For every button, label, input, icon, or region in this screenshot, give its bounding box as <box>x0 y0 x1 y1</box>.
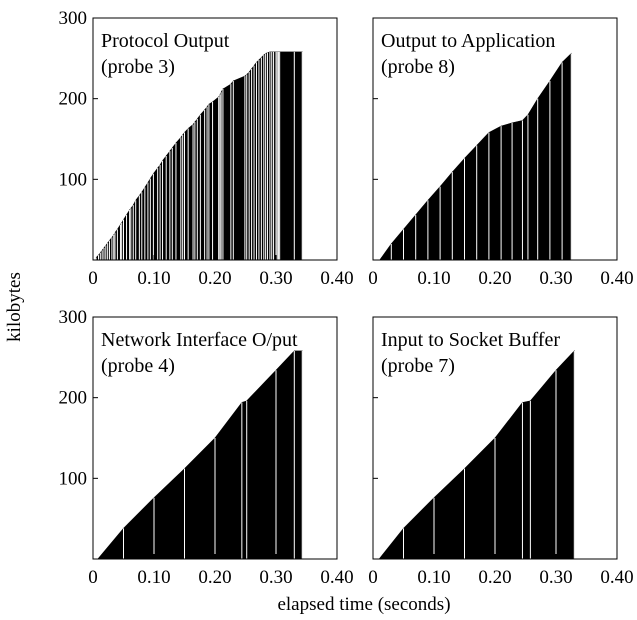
chart-subtitle: (probe 3) <box>101 56 175 78</box>
data-bar <box>495 403 522 559</box>
chart-title: Protocol Output <box>101 30 230 52</box>
data-bar <box>276 351 294 559</box>
y-tick-label: 200 <box>59 89 88 110</box>
x-tick-label: 0.20 <box>478 268 511 289</box>
x-tick-label: 0.40 <box>600 567 633 588</box>
chart-panel-input-to-socket-buffer: 0 0.10 0.20 0.30 0.40 Input to Socket Buffer (… <box>368 317 633 588</box>
data-bar <box>465 438 496 559</box>
x-tick-label: 0.30 <box>259 567 292 588</box>
x-tick-label: 0 <box>368 268 378 289</box>
y-tick-label: 300 <box>59 307 88 328</box>
x-axis-label: elapsed time (seconds) <box>277 594 450 615</box>
x-tick-label: 0.20 <box>478 567 511 588</box>
data-bar <box>440 172 452 260</box>
chart-subtitle: (probe 7) <box>381 355 455 377</box>
data-bar <box>98 528 124 559</box>
x-tick-label: 0.10 <box>417 268 450 289</box>
x-tick-label: 0.20 <box>198 567 231 588</box>
data-bar <box>391 229 403 260</box>
data-bar <box>172 143 176 260</box>
data-bar <box>428 187 440 260</box>
data-bar <box>154 469 185 559</box>
data-bar <box>185 438 216 559</box>
data-bar <box>380 244 392 260</box>
x-tick-label: 0.10 <box>137 567 170 588</box>
x-tick-label: 0.30 <box>539 567 572 588</box>
data-bar <box>176 137 181 260</box>
data-bar <box>200 110 204 260</box>
chart-panel-output-to-application: 0 0.10 0.20 0.30 0.40 Output to Application (p… <box>368 18 633 289</box>
x-tick-label: 0 <box>88 268 98 289</box>
chart-subtitle: (probe 8) <box>381 56 455 78</box>
x-tick-label: 0.20 <box>198 268 231 289</box>
data-bar <box>215 403 242 559</box>
data-bar <box>223 84 231 260</box>
chart-panel-network-interface-output: 0 0.10 0.20 0.30 0.40 100 200 300 Network Interf… <box>59 307 354 588</box>
chart-title: Output to Application <box>381 30 555 52</box>
chart-panel-protocol-output: 0 0.10 0.20 0.30 0.40 100 200 300 Protocol Outpu… <box>59 8 354 289</box>
chart-title: Input to Socket Buffer <box>381 329 560 351</box>
x-tick-label: 0.30 <box>539 268 572 289</box>
data-bar <box>124 498 155 559</box>
y-tick-label: 200 <box>59 388 88 409</box>
x-tick-label: 0.40 <box>600 268 633 289</box>
data-bar <box>136 195 140 260</box>
data-bar <box>379 528 403 559</box>
data-bar <box>166 151 170 260</box>
chart-title: Network Interface O/put <box>101 329 298 351</box>
x-tick-label: 0.30 <box>259 268 292 289</box>
x-tick-label: 0 <box>368 567 378 588</box>
chart-subtitle: (probe 4) <box>101 355 175 377</box>
data-bar <box>452 158 464 260</box>
data-bar <box>294 52 302 260</box>
y-tick-label: 100 <box>59 169 88 190</box>
data-bar <box>556 351 574 559</box>
data-bar <box>562 53 571 260</box>
data-bar <box>209 102 213 260</box>
data-bar <box>530 370 556 559</box>
data-bar <box>489 126 501 260</box>
data-bar <box>247 370 276 559</box>
data-bar <box>213 97 219 260</box>
data-bar <box>185 129 189 260</box>
data-bar <box>550 62 562 260</box>
y-axis-label: kilobytes <box>4 272 25 342</box>
x-tick-label: 0 <box>88 567 98 588</box>
x-tick-label: 0.10 <box>417 567 450 588</box>
data-bar <box>434 469 465 559</box>
data-bar <box>294 351 302 559</box>
x-tick-label: 0.40 <box>320 567 353 588</box>
data-bar <box>416 200 428 260</box>
data-bar <box>538 81 550 260</box>
data-bar <box>153 168 157 260</box>
x-tick-label: 0.40 <box>320 268 353 289</box>
data-bar <box>280 52 295 260</box>
data-bar <box>163 156 167 260</box>
data-bar <box>512 120 522 260</box>
data-bar <box>522 115 527 260</box>
data-bar <box>233 76 245 260</box>
data-bar <box>528 99 538 260</box>
data-bar <box>404 498 435 559</box>
data-bar <box>465 145 477 260</box>
data-bar <box>242 401 247 559</box>
data-bar <box>188 124 193 260</box>
data-bar <box>522 401 530 559</box>
data-bar <box>501 123 512 260</box>
y-tick-label: 300 <box>59 8 88 29</box>
data-bar <box>404 215 416 260</box>
y-tick-label: 100 <box>59 468 88 489</box>
data-bar <box>477 133 489 260</box>
x-tick-label: 0.10 <box>137 268 170 289</box>
